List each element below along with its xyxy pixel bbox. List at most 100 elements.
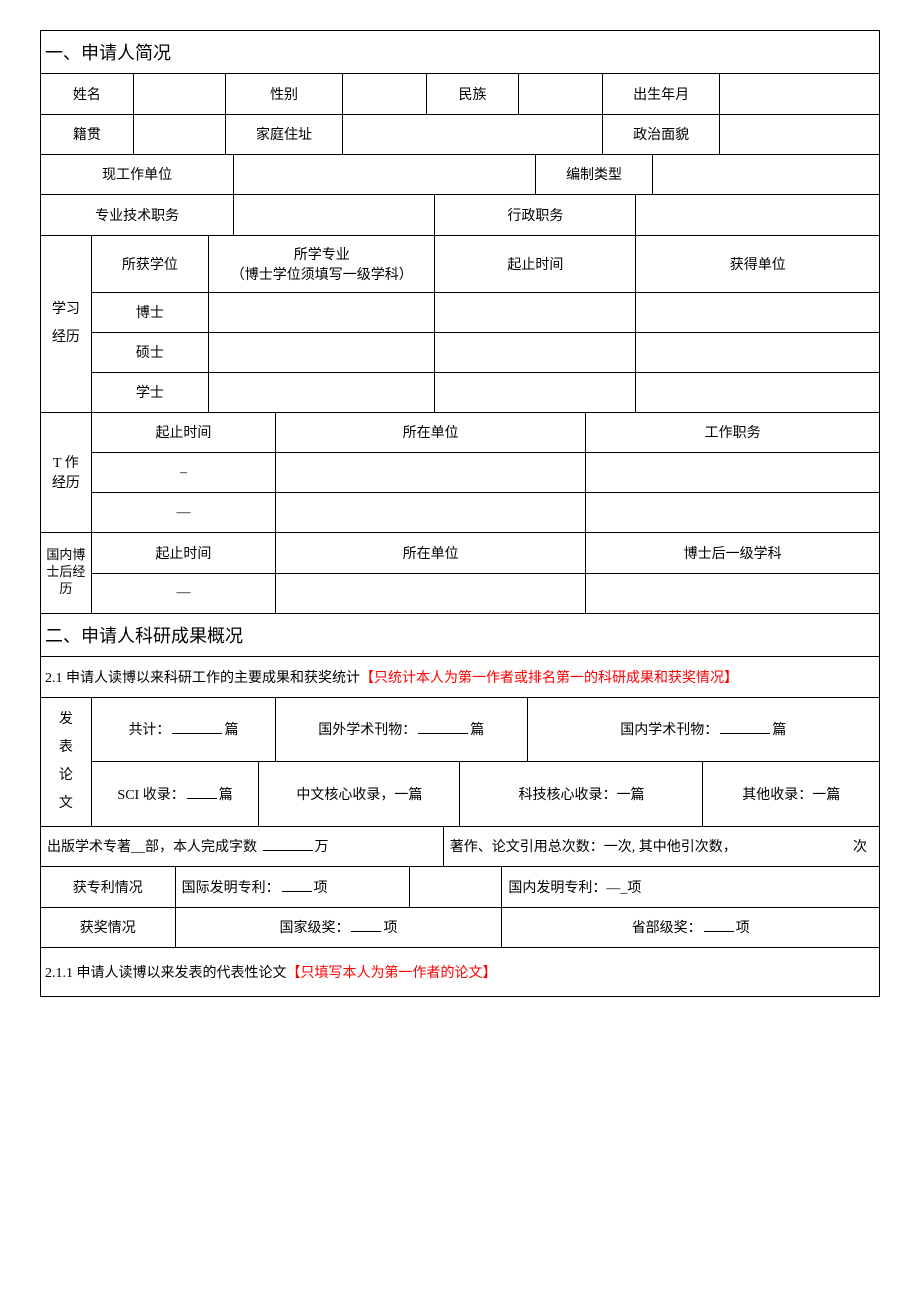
publications-table: 发 表 论 文 共计：篇 国外学术刊物：篇 国内学术刊物：篇 SCI 收录：篇 … xyxy=(41,698,879,827)
field-adminpost[interactable] xyxy=(636,195,879,235)
label-postdoc-row: 国内博 士后经 历 xyxy=(41,533,91,613)
field-total[interactable]: 共计： 篇 xyxy=(91,698,275,762)
label-adminpost: 行政职务 xyxy=(435,195,636,235)
label-native: 籍贯 xyxy=(41,114,133,154)
label-domestic-suf: 篇 xyxy=(772,723,786,738)
field-protitle[interactable] xyxy=(234,195,435,235)
note-2-1-1-text: 2.1.1 申请人读博以来发表的代表性论文 xyxy=(45,966,287,981)
label-patent: 获专利情况 xyxy=(41,867,175,907)
label-work-post: 工作职务 xyxy=(586,413,879,453)
field-phd-unit[interactable] xyxy=(636,292,879,332)
field-citation[interactable]: 著作、论文引用总次数：一次, 其中他引次数， 次 xyxy=(443,827,879,867)
field-postdoc-unit[interactable] xyxy=(276,573,586,613)
workunit-table: 现工作单位 编制类型 xyxy=(41,155,879,196)
label-domestic-pre: 国内学术刊物： xyxy=(620,723,718,738)
label-stafftype: 编制类型 xyxy=(535,155,652,195)
field-work2-unit[interactable] xyxy=(276,493,586,533)
label-pub-row-l3: 论 xyxy=(45,762,87,790)
mono-table: 出版学术专著__部，本人完成字数 万 著作、论文引用总次数：一次, 其中他引次数… xyxy=(41,827,879,868)
field-cncore[interactable]: 中文核心收录，一篇 xyxy=(259,762,460,826)
note-2-1-text: 2.1 申请人读博以来科研工作的主要成果和获奖统计 xyxy=(45,671,360,686)
label-major-l1: 所学专业 xyxy=(213,244,430,264)
field-bs-major[interactable] xyxy=(209,372,435,412)
field-work2-post[interactable] xyxy=(586,493,879,533)
field-political[interactable] xyxy=(720,114,879,154)
field-techcore[interactable]: 科技核心收录：一篇 xyxy=(460,762,703,826)
field-phd-major[interactable] xyxy=(209,292,435,332)
field-addr[interactable] xyxy=(343,114,603,154)
label-postdoc-row-l1: 国内博 xyxy=(45,547,87,564)
field-native[interactable] xyxy=(133,114,225,154)
field-stafftype[interactable] xyxy=(653,155,879,195)
label-protitle: 专业技术职务 xyxy=(41,195,234,235)
education-table: 学习经历 所获学位 所学专业 （博士学位须填写一级学科） 起止时间 获得单位 博… xyxy=(41,236,879,413)
label-name: 姓名 xyxy=(41,74,133,114)
title-post-table: 专业技术职务 行政职务 xyxy=(41,195,879,236)
note-2-1-red: 【只统计本人为第一作者或排名第一的科研成果和获奖情况】 xyxy=(360,671,738,686)
label-edu-unit: 获得单位 xyxy=(636,236,879,293)
award-table: 获奖情况 国家级奖：项 省部级奖： 项 xyxy=(41,908,879,949)
label-degree: 所获学位 xyxy=(91,236,208,293)
patent-table: 获专利情况 国际发明专利：项 国内发明专利：—_项 xyxy=(41,867,879,908)
label-major: 所学专业 （博士学位须填写一级学科） xyxy=(209,236,435,293)
field-postdoc-subject[interactable] xyxy=(586,573,879,613)
label-pub-row-l2: 表 xyxy=(45,734,87,762)
label-sci-suf: 篇 xyxy=(219,788,233,803)
label-work-unit: 所在单位 xyxy=(276,413,586,453)
field-ms-period[interactable] xyxy=(435,332,636,372)
field-work1-period[interactable]: – xyxy=(91,453,275,493)
field-postdoc-period[interactable]: — xyxy=(91,573,275,613)
label-total-pre: 共计： xyxy=(128,723,170,738)
field-ms-major[interactable] xyxy=(209,332,435,372)
label-foreign-pre: 国外学术刊物： xyxy=(318,723,416,738)
field-domestic[interactable]: 国内学术刊物： 篇 xyxy=(527,698,879,762)
field-birth[interactable] xyxy=(720,74,879,114)
label-mono-suf: 万 xyxy=(315,840,329,855)
label-award-prov-suf: 项 xyxy=(736,921,750,936)
form-container: 一、申请人简况 姓名 性别 民族 出生年月 籍贯 家庭住址 政治面貌 现工作单位… xyxy=(40,30,880,997)
label-award-prov-pre: 省部级奖： xyxy=(632,921,702,936)
label-phd: 博士 xyxy=(91,292,208,332)
label-major-l2: （博士学位须填写一级学科） xyxy=(213,264,430,284)
label-work-row: T 作 经历 xyxy=(41,413,91,533)
field-mono[interactable]: 出版学术专著__部，本人完成字数 万 xyxy=(41,827,443,867)
label-edu-row: 学习经历 xyxy=(41,236,91,413)
field-bs-period[interactable] xyxy=(435,372,636,412)
field-other[interactable]: 其他收录：一篇 xyxy=(703,762,879,826)
label-patent-intl-suf: 项 xyxy=(314,881,328,896)
field-patent-dom[interactable]: 国内发明专利：—_项 xyxy=(502,867,879,907)
label-award: 获奖情况 xyxy=(41,908,175,948)
label-total-suf: 篇 xyxy=(224,723,238,738)
field-sci[interactable]: SCI 收录：篇 xyxy=(91,762,259,826)
label-postdoc-row-l3: 历 xyxy=(45,581,87,598)
label-postdoc-unit: 所在单位 xyxy=(276,533,586,573)
field-phd-period[interactable] xyxy=(435,292,636,332)
label-pub-row: 发 表 论 文 xyxy=(41,698,91,827)
field-foreign[interactable]: 国外学术刊物：篇 xyxy=(276,698,527,762)
label-ethnic: 民族 xyxy=(426,74,518,114)
field-workunit[interactable] xyxy=(234,155,536,195)
field-ethnic[interactable] xyxy=(519,74,603,114)
field-gender[interactable] xyxy=(343,74,427,114)
label-work-row-l1: T 作 xyxy=(45,452,87,472)
field-award-prov[interactable]: 省部级奖： 项 xyxy=(502,908,879,948)
label-work-period: 起止时间 xyxy=(91,413,275,453)
field-ms-unit[interactable] xyxy=(636,332,879,372)
label-postdoc-period: 起止时间 xyxy=(91,533,275,573)
label-mono-pre: 出版学术专著__部，本人完成字数 xyxy=(47,840,261,855)
section2-title: 二、申请人科研成果概况 xyxy=(41,614,879,657)
label-edu-period: 起止时间 xyxy=(435,236,636,293)
field-work1-post[interactable] xyxy=(586,453,879,493)
label-addr: 家庭住址 xyxy=(225,114,342,154)
field-work1-unit[interactable] xyxy=(276,453,586,493)
field-name[interactable] xyxy=(133,74,225,114)
field-patent-intl[interactable]: 国际发明专利：项 xyxy=(175,867,410,907)
label-postdoc-subject: 博士后一级学科 xyxy=(586,533,879,573)
field-work2-period[interactable]: — xyxy=(91,493,275,533)
field-bs-unit[interactable] xyxy=(636,372,879,412)
note-2-1-1: 2.1.1 申请人读博以来发表的代表性论文【只填写本人为第一作者的论文】 xyxy=(41,948,879,997)
label-workunit: 现工作单位 xyxy=(41,155,234,195)
field-award-nat[interactable]: 国家级奖：项 xyxy=(175,908,502,948)
label-political: 政治面貌 xyxy=(602,114,719,154)
label-gender: 性别 xyxy=(225,74,342,114)
